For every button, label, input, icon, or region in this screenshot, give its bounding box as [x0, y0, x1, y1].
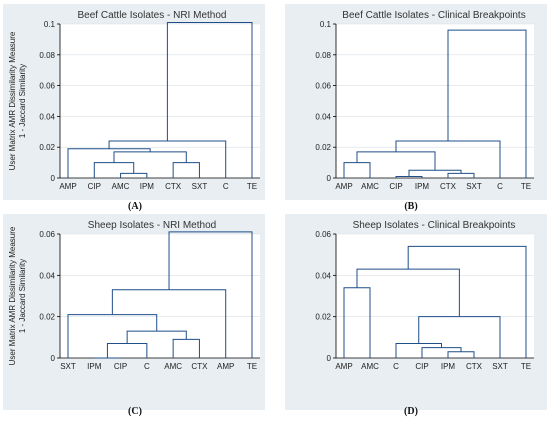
dendrogram-panel-1: Beef Cattle Isolates - NRI Method User Ma… — [3, 4, 265, 200]
leaf-label: CTX — [191, 362, 208, 371]
leaf-label: C — [223, 182, 229, 191]
leaf-label: CIP — [389, 182, 402, 191]
panel-label: (B) — [404, 201, 417, 212]
leaf-label: IPM — [441, 362, 456, 371]
y-tick-label: 0.02 — [39, 313, 55, 322]
y-tick-label: 0 — [327, 354, 332, 363]
dendrogram-branch — [421, 347, 462, 358]
y-tick-label: 0.1 — [44, 20, 56, 29]
leaf-label: AMC — [164, 362, 182, 371]
dendrogram-panel-3: Sheep Isolates - NRI Method User Matrix A… — [3, 214, 265, 410]
leaf-label: IPM — [87, 362, 102, 371]
leaf-label: AMC — [361, 182, 379, 191]
panel-label: (C) — [128, 406, 142, 417]
y-tick-label: 0 — [51, 354, 56, 363]
dendrogram-branch — [407, 245, 527, 358]
y-axis-sublabel: 1 - Jaccard Similarity — [18, 259, 27, 333]
y-axis-label: User Matrix AMR Dissimilarity Measure — [8, 226, 17, 365]
y-tick-label: 0.04 — [39, 112, 55, 121]
leaf-label: CTX — [165, 182, 182, 191]
y-axis-label: User Matrix AMR Dissimilarity Measure — [8, 31, 17, 170]
leaf-label: SXT — [192, 182, 208, 191]
y-tick-label: 0.02 — [39, 143, 55, 152]
dendrogram-panel-2: Beef Cattle Isolates - Clinical Breakpoi… — [285, 4, 547, 200]
y-tick-label: 0 — [51, 174, 56, 183]
y-tick-label: 0.06 — [315, 82, 331, 91]
dendrogram-branch — [418, 316, 501, 358]
leaf-label: TE — [521, 182, 531, 191]
leaf-label: AMC — [361, 362, 379, 371]
dendrogram-branch — [166, 21, 253, 178]
y-tick-label: 0.04 — [315, 271, 331, 280]
leaf-label: TE — [247, 362, 257, 371]
y-tick-label: 0.08 — [39, 51, 55, 60]
dendrogram-branch — [447, 29, 527, 178]
y-tick-label: 0.04 — [39, 271, 55, 280]
leaf-label: CIP — [415, 362, 428, 371]
leaf-label: C — [144, 362, 150, 371]
leaf-label: TE — [521, 362, 531, 371]
panel-title: Beef Cattle Isolates - Clinical Breakpoi… — [342, 10, 525, 21]
y-tick-label: 0 — [327, 174, 332, 183]
dendrogram-branch — [168, 231, 253, 358]
leaf-label: AMC — [112, 182, 130, 191]
leaf-label: TE — [247, 182, 257, 191]
leaf-label: SXT — [492, 362, 508, 371]
panel-label: (A) — [128, 201, 142, 212]
dendrogram-panel-4: Sheep Isolates - Clinical Breakpoints 0 0.… — [285, 214, 547, 410]
leaf-label: AMP — [335, 182, 352, 191]
y-axis-sublabel: 1 - Jaccard Similarity — [18, 64, 27, 138]
leaf-label: IPM — [140, 182, 155, 191]
plot-area — [60, 234, 260, 358]
leaf-label: C — [497, 182, 503, 191]
y-tick-label: 0.02 — [315, 143, 331, 152]
y-tick-label: 0.08 — [315, 51, 331, 60]
plot-area — [60, 24, 260, 178]
leaf-label: SXT — [466, 182, 482, 191]
y-tick-label: 0.04 — [315, 112, 331, 121]
y-tick-label: 0.06 — [39, 82, 55, 91]
leaf-label: CIP — [114, 362, 127, 371]
leaf-label: AMP — [59, 182, 76, 191]
plot-area — [336, 234, 534, 358]
panel-title: Sheep Isolates - NRI Method — [88, 220, 216, 231]
leaf-label: SXT — [60, 362, 76, 371]
leaf-label: IPM — [415, 182, 430, 191]
y-tick-label: 0.02 — [315, 313, 331, 322]
leaf-label: CIP — [88, 182, 101, 191]
y-tick-label: 0.1 — [320, 20, 332, 29]
leaf-label: AMP — [217, 362, 234, 371]
leaf-label: CTX — [466, 362, 483, 371]
leaf-label: CTX — [440, 182, 457, 191]
panel-label: (D) — [404, 406, 418, 417]
leaf-label: AMP — [335, 362, 352, 371]
panel-title: Sheep Isolates - Clinical Breakpoints — [353, 220, 516, 231]
panel-title: Beef Cattle Isolates - NRI Method — [78, 10, 227, 21]
y-tick-label: 0.06 — [315, 230, 331, 239]
leaf-label: C — [393, 362, 399, 371]
y-tick-label: 0.06 — [39, 230, 55, 239]
